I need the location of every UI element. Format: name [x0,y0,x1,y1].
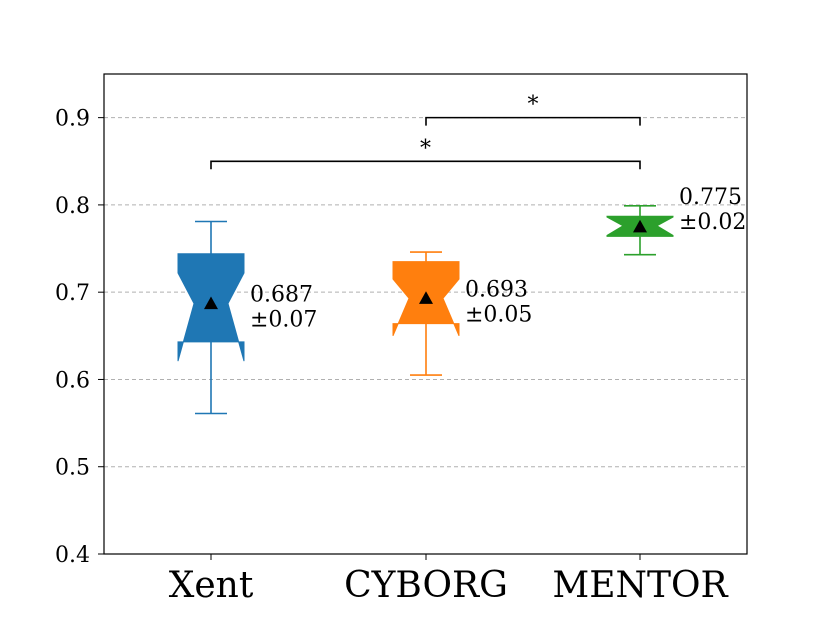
significance-label: * [420,136,431,161]
y-tick-label: 0.6 [55,368,90,393]
y-tick-label: 0.9 [55,107,90,132]
mean-label: 0.693 [465,277,528,302]
std-label: ±0.02 [679,210,746,235]
y-tick-label: 0.5 [55,456,90,481]
std-label: ±0.07 [250,308,317,333]
y-tick-label: 0.4 [55,543,90,568]
y-tick-label: 0.7 [55,281,90,306]
mean-marker [419,291,433,304]
y-tick-label: 0.8 [55,194,90,219]
mean-label: 0.687 [250,283,313,308]
plot-frame [103,73,748,555]
std-label: ±0.05 [465,302,532,327]
significance-bracket [210,160,641,170]
x-tick-label: MENTOR [552,565,728,606]
mean-marker [204,296,218,310]
mean-label: 0.775 [679,185,742,210]
x-tick-label: Xent [169,565,254,606]
mean-marker [633,219,647,233]
significance-bracket [425,116,641,126]
significance-label: * [528,93,539,118]
x-tick-label: CYBORG [344,565,508,606]
